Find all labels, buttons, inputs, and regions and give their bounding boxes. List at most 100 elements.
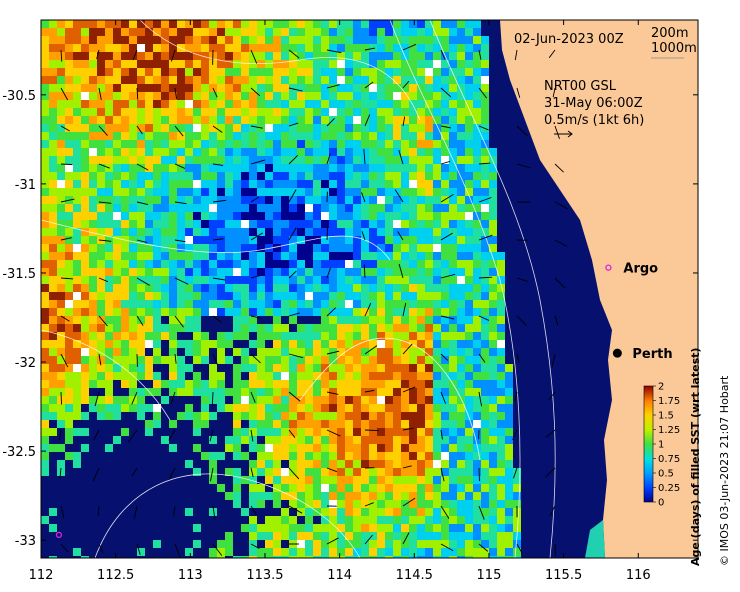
sst-cell xyxy=(321,460,329,468)
sst-cell xyxy=(265,452,273,460)
sst-cell xyxy=(345,108,353,116)
sst-cell xyxy=(297,260,305,268)
sst-cell xyxy=(177,284,185,292)
sst-cell xyxy=(297,340,305,348)
current-arrow xyxy=(478,125,489,131)
sst-cell xyxy=(465,540,473,548)
sst-cell xyxy=(289,276,297,284)
sst-cell xyxy=(161,100,169,108)
sst-cell xyxy=(337,260,345,268)
sst-cell xyxy=(249,196,257,204)
sst-cell xyxy=(401,36,409,44)
sst-cell xyxy=(145,220,153,228)
sst-cell xyxy=(449,556,457,558)
sst-cell xyxy=(481,420,489,428)
sst-cell xyxy=(417,252,425,260)
sst-cell xyxy=(193,132,201,140)
sst-cell xyxy=(73,404,81,412)
credit-label: © IMOS 03-Jun-2023 21:07 Hobart xyxy=(718,375,731,566)
sst-cell xyxy=(105,228,113,236)
x-tick-label: 112 xyxy=(29,568,54,583)
sst-cell xyxy=(473,100,481,108)
sst-cell xyxy=(321,92,329,100)
sst-cell xyxy=(161,436,169,444)
sst-cell xyxy=(193,220,201,228)
current-arrow xyxy=(60,353,69,368)
current-arrow xyxy=(478,197,492,203)
sst-cell xyxy=(233,380,241,388)
sst-cell xyxy=(409,252,417,260)
current-arrow xyxy=(174,353,177,364)
sst-cell xyxy=(225,100,233,108)
sst-cell xyxy=(273,300,281,308)
sst-cell xyxy=(105,108,113,116)
sst-cell xyxy=(417,220,425,228)
sst-cell xyxy=(49,508,57,516)
sst-cell xyxy=(497,324,505,332)
sst-cell xyxy=(481,380,489,388)
sst-cell xyxy=(433,204,441,212)
sst-cell xyxy=(289,316,297,324)
sst-cell xyxy=(473,428,481,436)
sst-cell xyxy=(441,332,449,340)
sst-cell xyxy=(209,92,217,100)
sst-cell xyxy=(41,172,49,180)
sst-cell xyxy=(433,124,441,132)
sst-cell xyxy=(121,196,129,204)
sst-cell xyxy=(305,444,313,452)
current-arrow xyxy=(209,429,214,442)
argo-marker-icon xyxy=(605,264,612,271)
sst-cell xyxy=(41,420,49,428)
sst-cell xyxy=(65,172,73,180)
sst-cell xyxy=(73,452,81,460)
sst-cell xyxy=(409,116,417,124)
sst-cell xyxy=(217,100,225,108)
sst-cell xyxy=(321,548,329,556)
sst-cell xyxy=(145,276,153,284)
sst-cell xyxy=(57,300,65,308)
sst-cell xyxy=(321,476,329,484)
sst-cell xyxy=(361,92,369,100)
sst-cell xyxy=(153,308,161,316)
sst-cell xyxy=(201,36,209,44)
sst-cell xyxy=(433,500,441,508)
sst-cell xyxy=(177,260,185,268)
sst-cell xyxy=(145,140,153,148)
sst-cell xyxy=(185,404,193,412)
sst-cell xyxy=(257,332,265,340)
x-tick-label: 115.5 xyxy=(545,568,582,583)
sst-cell xyxy=(457,348,465,356)
sst-cell xyxy=(401,252,409,260)
sst-cell xyxy=(201,380,209,388)
sst-cell xyxy=(433,556,441,558)
sst-cell xyxy=(441,156,449,164)
sst-cell xyxy=(225,164,233,172)
sst-cell xyxy=(369,428,377,436)
sst-cell xyxy=(457,492,465,500)
sst-cell xyxy=(321,524,329,532)
sst-cell xyxy=(337,324,345,332)
sst-cell xyxy=(233,236,241,244)
sst-cell xyxy=(433,92,441,100)
sst-cell xyxy=(329,20,337,28)
sst-cell xyxy=(313,372,321,380)
sst-cell xyxy=(273,268,281,276)
sst-cell xyxy=(377,92,385,100)
sst-cell xyxy=(121,52,129,60)
sst-cell xyxy=(353,308,361,316)
sst-cell xyxy=(313,84,321,92)
sst-cell xyxy=(145,84,153,92)
sst-cell xyxy=(81,164,89,172)
sst-cell xyxy=(41,188,49,196)
sst-cell xyxy=(297,396,305,404)
sst-cell xyxy=(273,500,281,508)
sst-cell xyxy=(129,44,137,52)
sst-cell xyxy=(473,324,481,332)
sst-cell xyxy=(249,428,257,436)
sst-cell xyxy=(489,532,497,540)
sst-cell xyxy=(89,44,97,52)
sst-cell xyxy=(265,380,273,388)
sst-cell xyxy=(369,52,377,60)
sst-cell xyxy=(57,20,65,28)
sst-cell xyxy=(185,284,193,292)
